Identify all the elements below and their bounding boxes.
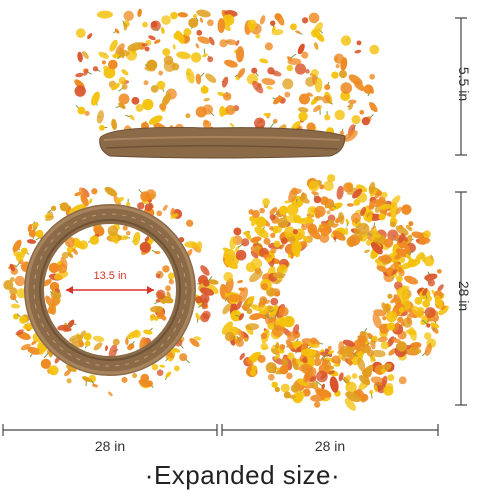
side-view-wreath <box>74 8 380 159</box>
inner-diameter-label: 13.5 in <box>84 270 136 282</box>
back-width-label: 28 in <box>94 438 126 454</box>
front-width-label: 28 in <box>314 438 346 454</box>
front-height-measure <box>455 191 467 406</box>
front-height-label: 28 in <box>455 280 472 312</box>
back-width-measure <box>2 424 218 436</box>
front-view-wreath <box>219 174 449 411</box>
front-width-measure <box>221 424 439 436</box>
height-measure <box>455 17 467 156</box>
height-label: 5.5 in <box>456 66 472 102</box>
caption: ·Expanded size· <box>144 460 341 490</box>
inner-diameter-arrow <box>66 286 154 294</box>
back-view-wreath <box>3 186 219 397</box>
